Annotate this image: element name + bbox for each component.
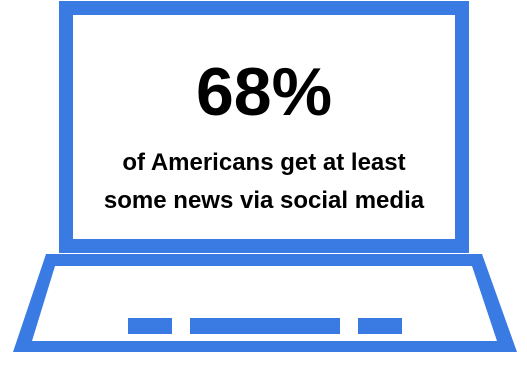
stat-caption: of Americans get at least some news via … — [104, 144, 424, 220]
keyboard-key-right — [358, 318, 402, 334]
stat-value: 68% — [195, 54, 333, 130]
keyboard-key-left — [128, 318, 172, 334]
laptop-screen-frame — [59, 1, 469, 253]
stat-caption-line-2: some news via social media — [103, 187, 425, 214]
keyboard-spacebar — [190, 318, 340, 334]
stat-caption-line-1: of Americans get at least — [122, 149, 406, 176]
laptop-screen-content: 68% of Americans get at least some news … — [76, 18, 452, 236]
